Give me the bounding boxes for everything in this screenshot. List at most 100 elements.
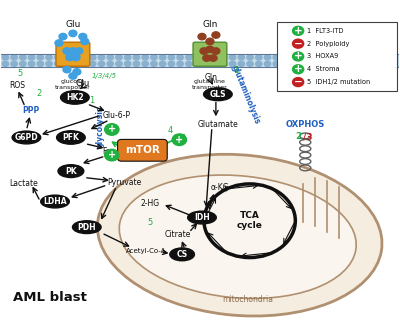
Circle shape [28,61,35,67]
Text: glycolysis: glycolysis [95,106,104,148]
Text: /3: /3 [303,132,312,141]
Text: −: − [294,77,302,87]
Text: Pyruvate: Pyruvate [108,178,142,187]
Circle shape [273,55,280,60]
FancyBboxPatch shape [193,42,227,66]
Circle shape [72,61,78,67]
Circle shape [292,39,304,48]
Ellipse shape [12,131,41,144]
Text: 2: 2 [36,89,42,98]
Circle shape [206,46,214,53]
Circle shape [203,61,210,67]
Ellipse shape [98,154,382,316]
FancyBboxPatch shape [56,42,90,66]
Circle shape [343,61,349,67]
Ellipse shape [170,248,194,261]
Circle shape [334,61,341,67]
Circle shape [177,55,183,60]
Circle shape [37,55,44,60]
Circle shape [198,33,206,40]
Circle shape [79,33,87,40]
Circle shape [334,55,341,60]
Circle shape [343,55,349,60]
Circle shape [20,61,26,67]
Circle shape [81,61,87,67]
Circle shape [20,55,26,60]
Circle shape [229,55,236,60]
Circle shape [90,55,96,60]
Circle shape [63,55,70,60]
Circle shape [308,61,314,67]
Circle shape [352,55,358,60]
Text: mitochondria: mitochondria [222,295,273,304]
Circle shape [73,68,81,75]
Circle shape [46,61,52,67]
Circle shape [194,61,201,67]
Circle shape [212,48,220,54]
Text: 5: 5 [18,69,23,78]
Circle shape [177,61,183,67]
Text: LDHA: LDHA [43,197,67,206]
Text: TCA
cycle: TCA cycle [237,211,262,230]
Text: 4  Stroma: 4 Stroma [307,66,340,72]
Circle shape [292,65,304,74]
Text: 1: 1 [89,96,94,105]
Text: AML blast: AML blast [13,291,87,304]
Text: PPP: PPP [22,106,40,115]
Circle shape [69,48,77,54]
Circle shape [369,61,376,67]
Text: Glu: Glu [76,78,90,88]
Circle shape [360,61,367,67]
Circle shape [387,61,393,67]
Circle shape [81,38,89,45]
Ellipse shape [188,211,216,224]
Text: −: − [294,39,302,49]
Circle shape [151,61,157,67]
Circle shape [46,55,52,60]
Circle shape [116,61,122,67]
Text: Gln: Gln [205,73,218,82]
Circle shape [55,55,61,60]
Circle shape [168,61,174,67]
Circle shape [200,48,208,54]
Ellipse shape [119,175,356,298]
Text: HK2: HK2 [66,93,84,102]
FancyBboxPatch shape [118,140,167,161]
Circle shape [11,55,17,60]
Ellipse shape [58,165,84,178]
Circle shape [133,55,140,60]
Circle shape [292,26,304,35]
Text: 2  Polyploidy: 2 Polyploidy [307,41,350,47]
Circle shape [116,55,122,60]
Circle shape [98,55,105,60]
Circle shape [63,67,71,73]
Text: Citrate: Citrate [165,230,191,239]
Circle shape [378,61,384,67]
Text: +: + [294,26,302,36]
Text: Glu-6-P: Glu-6-P [102,110,130,120]
Text: PDH: PDH [78,223,96,232]
Circle shape [212,61,218,67]
Circle shape [142,61,148,67]
Text: PK: PK [65,167,77,176]
Circle shape [369,55,376,60]
Circle shape [63,48,71,54]
Circle shape [256,61,262,67]
Circle shape [124,61,131,67]
Text: Fru-6-P: Fru-6-P [102,147,129,156]
Text: 1: 1 [233,66,238,75]
Circle shape [317,55,323,60]
Text: 1  FLT3-ITD: 1 FLT3-ITD [307,28,344,34]
Circle shape [160,55,166,60]
Circle shape [387,55,393,60]
Text: α-KG: α-KG [210,182,229,192]
Circle shape [212,55,218,60]
Circle shape [172,134,186,145]
Circle shape [292,52,304,61]
Text: IDH: IDH [194,213,210,222]
Ellipse shape [60,91,89,104]
Circle shape [206,38,214,45]
Circle shape [2,55,8,60]
Text: Glutamate: Glutamate [198,120,238,129]
Circle shape [107,61,114,67]
